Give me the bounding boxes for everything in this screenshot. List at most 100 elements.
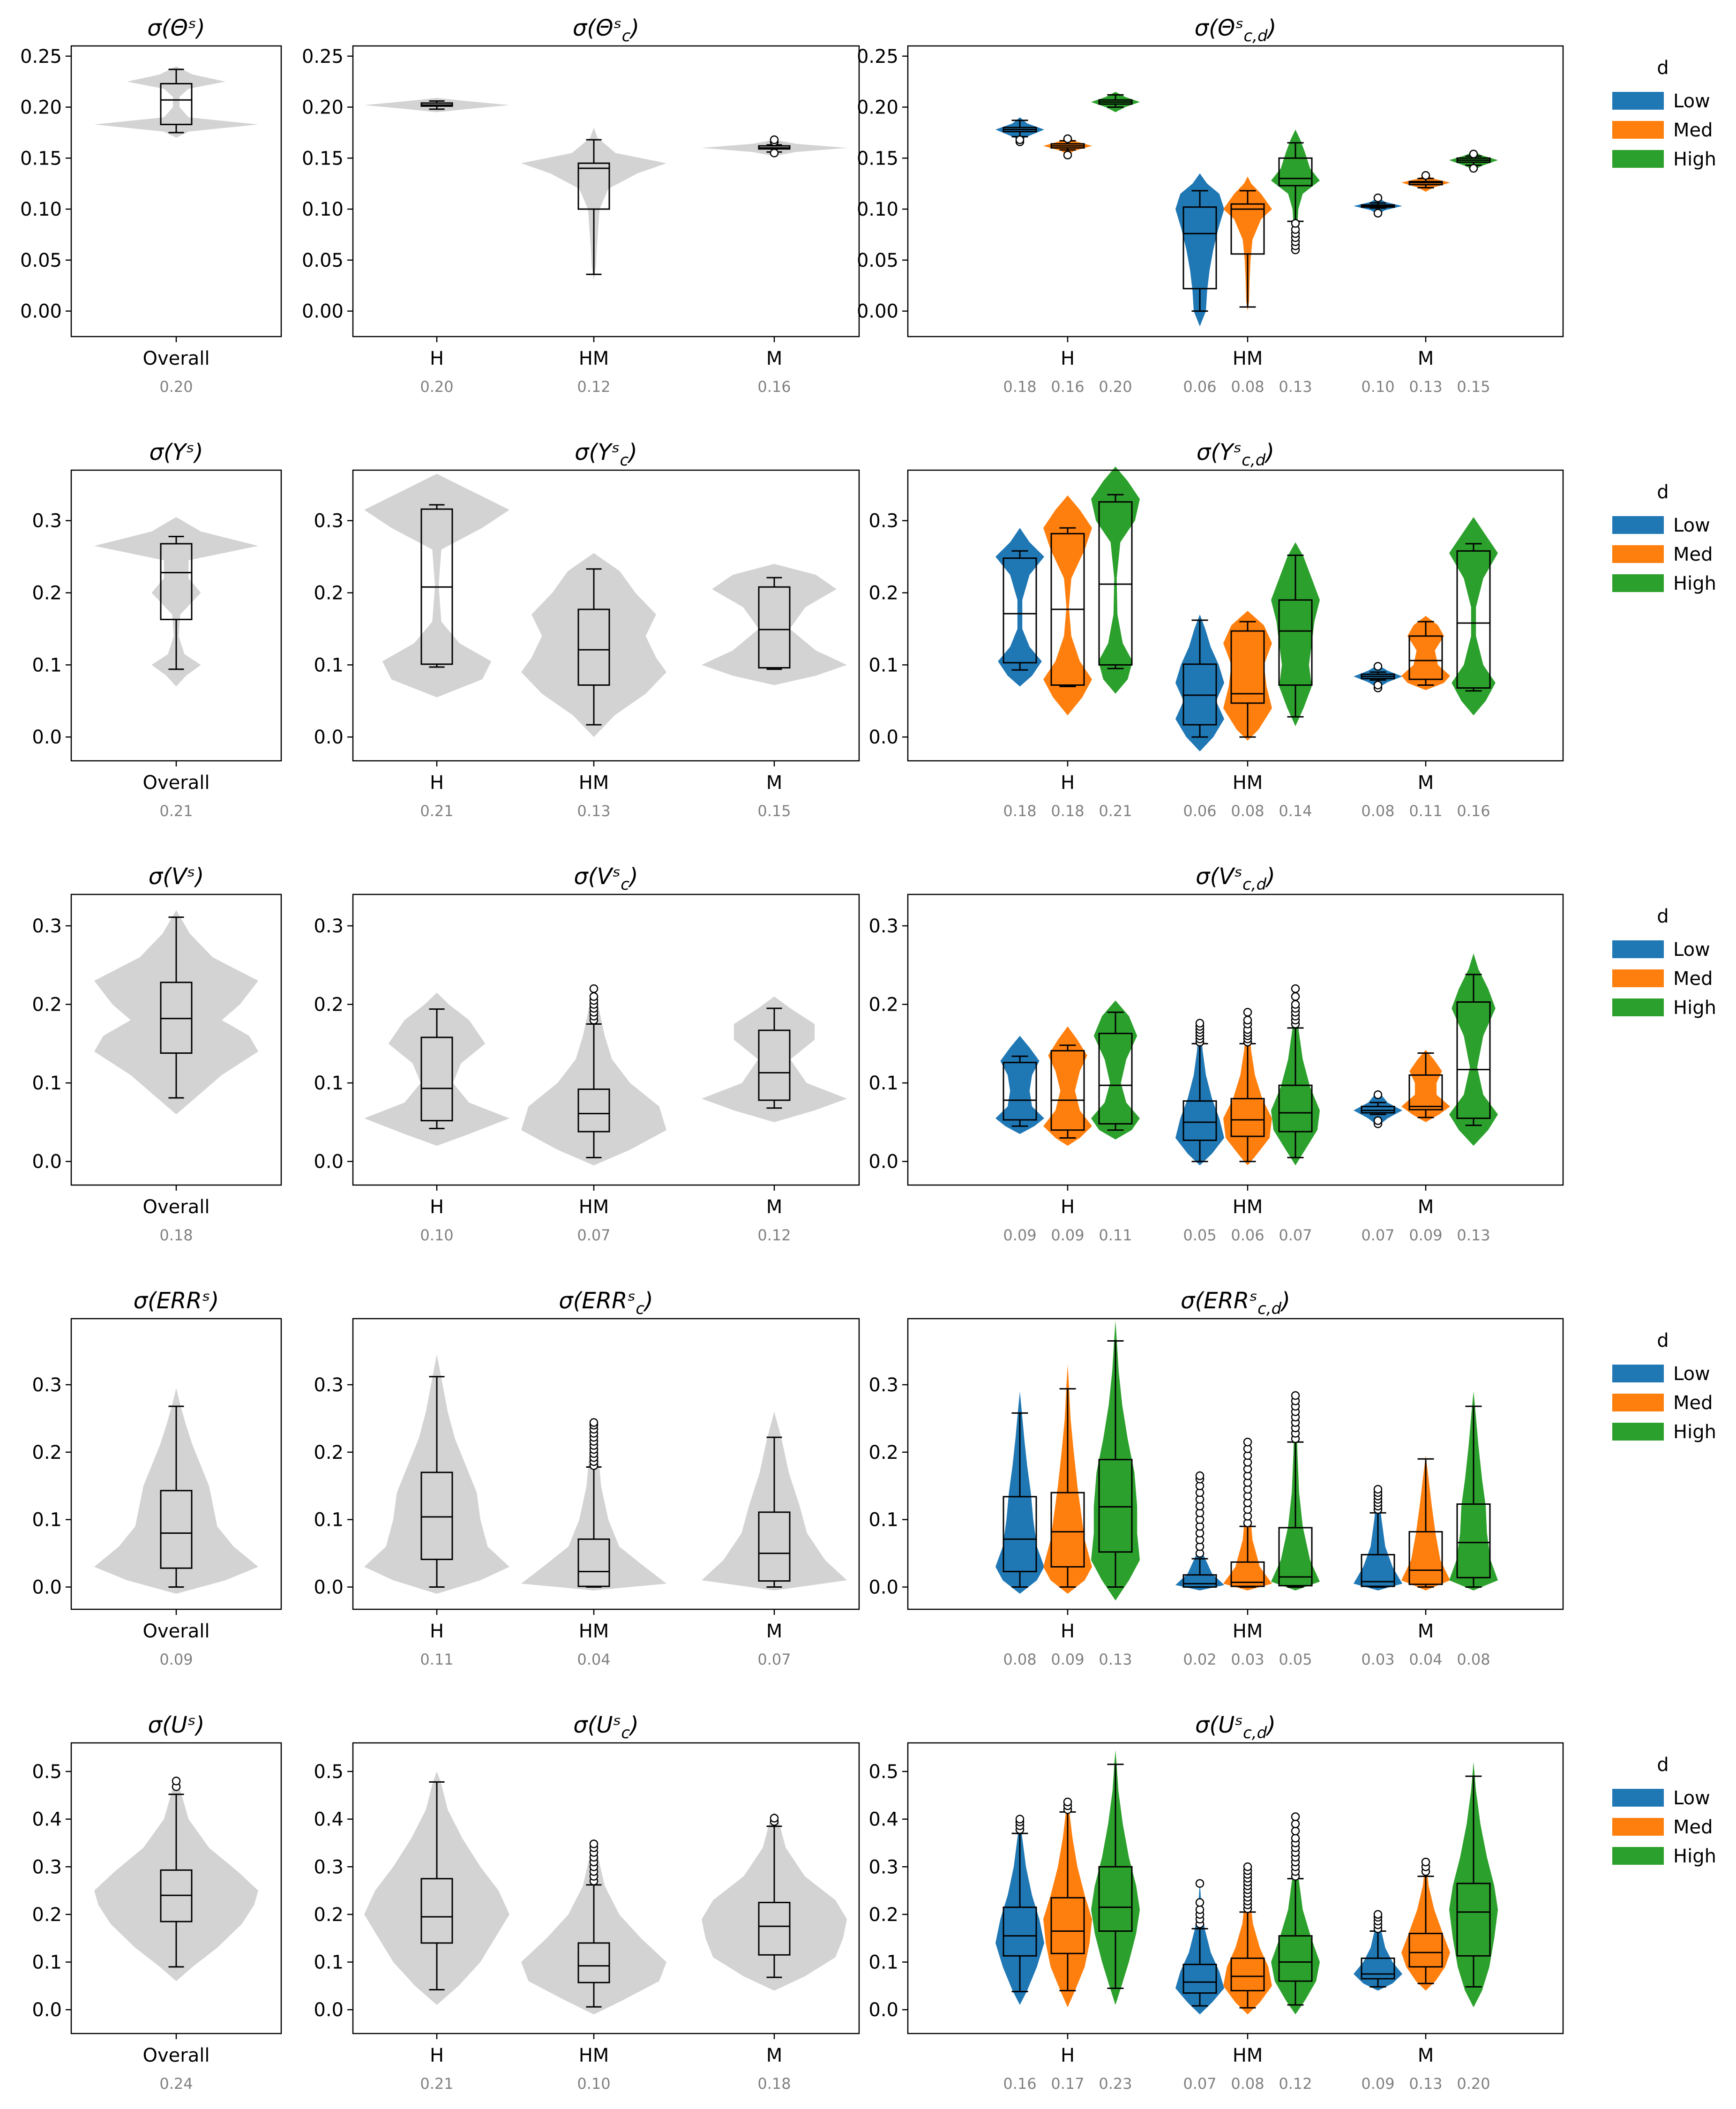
axes-frame <box>70 893 282 1186</box>
outlier-point <box>1063 1797 1072 1807</box>
violin-HM <box>521 128 666 281</box>
y-tick-label: 0.0 <box>314 1151 344 1173</box>
row-err: 0.00.10.20.3σ(ERRˢ)Overall0.090.00.10.20… <box>32 1288 1716 1668</box>
y-tick-label: 0.25 <box>20 46 62 68</box>
outlier-point <box>589 984 599 993</box>
outlier-point <box>1373 1910 1383 1919</box>
x-tick-label: H <box>430 2045 444 2066</box>
iqr-box <box>160 982 193 1054</box>
iqr-box <box>1230 203 1265 255</box>
iqr-box <box>1456 1503 1491 1578</box>
iqr-box <box>1230 1098 1265 1137</box>
median-label: 0.08 <box>1231 378 1264 396</box>
x-tick-label: H <box>430 348 444 369</box>
median-label: 0.08 <box>1361 802 1394 820</box>
median-label: 0.03 <box>1361 1651 1394 1668</box>
panel-y-by-cd: 0.0 0.1 0.2 0.3 σ(Yˢc,d) 0.18 0.18 0.21 0.06 0.08… <box>868 439 1564 820</box>
median-label: 0.18 <box>1003 802 1036 820</box>
violin-M-Med <box>1401 615 1450 690</box>
violin-overall <box>94 910 258 1115</box>
y-tick-label: 0.05 <box>302 250 344 271</box>
x-tick-label: Overall <box>143 348 210 369</box>
outlier-point <box>1373 209 1383 218</box>
median-label: 0.09 <box>1051 1651 1084 1668</box>
y-tick-label: 0.3 <box>314 510 344 532</box>
panel-title: σ(ERRˢ) <box>134 1288 219 1314</box>
y-tick-label: 0.20 <box>857 97 898 119</box>
y-tick-label: 0.2 <box>868 994 898 1016</box>
outlier-point <box>589 1839 599 1848</box>
violin-HM-Med <box>1223 611 1272 741</box>
iqr-box <box>1361 1105 1395 1114</box>
median-label: 0.20 <box>420 378 453 396</box>
outlier-point <box>589 1418 599 1427</box>
legend-label-high: High <box>1673 997 1716 1019</box>
median-label: 0.09 <box>159 1651 193 1668</box>
outlier-point <box>172 1777 181 1786</box>
axes-frame <box>352 893 860 1186</box>
legend-label-low: Low <box>1673 1363 1710 1385</box>
x-tick-label: H <box>430 1621 444 1642</box>
legend-swatch-high <box>1612 574 1664 592</box>
median-label: 0.07 <box>577 1226 610 1244</box>
x-tick-label: HM <box>1233 2045 1263 2066</box>
axes-frame <box>352 1742 860 2034</box>
outlier-point <box>1195 1898 1205 1907</box>
panel-title: σ(Vˢ) <box>149 863 204 890</box>
y-tick-label: 0.1 <box>868 654 898 676</box>
median-label: 0.07 <box>1279 1226 1312 1244</box>
violin-H-High <box>1091 1000 1140 1140</box>
legend-label-low: Low <box>1673 939 1710 961</box>
legend-title: d <box>1657 481 1669 503</box>
y-tick-label: 0.2 <box>868 583 898 604</box>
y-tick-label: 0.1 <box>868 1509 898 1531</box>
axes-frame <box>70 469 282 762</box>
outlier-point <box>1421 171 1430 180</box>
y-tick-label: 0.1 <box>32 1952 62 1974</box>
panel-title: σ(Θˢ) <box>147 15 205 41</box>
iqr-box <box>420 1471 453 1561</box>
y-tick-label: 0.00 <box>857 301 898 323</box>
violin-H-High <box>1091 466 1140 694</box>
median-label: 0.07 <box>757 1651 791 1668</box>
violin-H-Med <box>1043 1026 1092 1146</box>
y-tick-label: 0.0 <box>32 1151 62 1173</box>
iqr-box <box>1182 206 1217 290</box>
legend-swatch-med <box>1612 545 1664 563</box>
outlier-point <box>1373 1485 1383 1494</box>
panel-err-by-c: 0.0 0.1 0.2 0.3 σ(ERRˢc) H 0.11 HM 0.04 M 0.07 <box>314 1288 860 1668</box>
x-tick-label: HM <box>579 772 609 794</box>
y-tick-label: 0.4 <box>868 1809 898 1831</box>
axes-frame <box>907 1318 1564 1610</box>
x-tick-label: HM <box>1233 348 1263 369</box>
iqr-box <box>1278 599 1313 686</box>
outlier-point <box>1015 1815 1025 1824</box>
median-label: 0.10 <box>1361 378 1394 396</box>
y-tick-label: 0.2 <box>314 1904 344 1926</box>
outlier-point <box>1373 1116 1383 1125</box>
legend-label-med: Med <box>1673 544 1713 565</box>
legend-swatch-med <box>1612 121 1664 139</box>
panel-u-by-c: 0.0 0.1 0.2 0.3 0.4 0.5 σ(Uˢc) H 0.21 HM 0.10 M 0.18 <box>314 1712 860 2093</box>
iqr-box <box>758 1029 791 1101</box>
iqr-box <box>1230 1957 1265 1992</box>
median-label: 0.12 <box>577 378 610 396</box>
y-tick-label: 0.25 <box>302 46 344 68</box>
x-tick-label: Overall <box>143 1621 210 1642</box>
median-label: 0.06 <box>1183 802 1216 820</box>
legend-swatch-low <box>1612 940 1664 958</box>
iqr-box <box>1278 1527 1313 1587</box>
legend-title: d <box>1657 1754 1669 1776</box>
iqr-box <box>577 1088 610 1133</box>
y-tick-label: 0.1 <box>32 1073 62 1094</box>
outlier-point <box>1243 1437 1252 1447</box>
y-tick-label: 0.05 <box>20 250 62 271</box>
axes-frame <box>352 1318 860 1610</box>
y-tick-label: 0.15 <box>302 148 344 169</box>
y-tick-label: 0.3 <box>868 510 898 532</box>
x-tick-label: HM <box>1233 772 1263 794</box>
y-tick-label: 0.0 <box>868 1999 898 2021</box>
